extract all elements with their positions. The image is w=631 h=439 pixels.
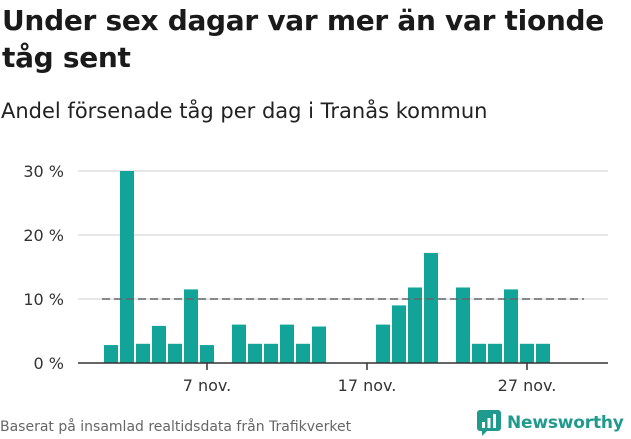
bar	[312, 326, 326, 363]
bar	[456, 287, 470, 363]
bar	[264, 343, 278, 363]
newsworthy-logo-text: Newsworthy	[507, 413, 624, 433]
bar-chart: 0 % 10 % 20 % 30 % 7 nov. 17 nov. 27 nov.	[23, 162, 608, 395]
bar	[248, 343, 262, 363]
chart-subtitle: Andel försenade tåg per dag i Tranås kom…	[1, 99, 488, 123]
bar	[136, 343, 150, 363]
bar	[168, 343, 182, 363]
bar	[536, 343, 550, 363]
y-tick-label: 30 %	[23, 162, 64, 181]
y-tick-label: 0 %	[34, 354, 64, 373]
x-tick-label: 7 nov.	[183, 376, 232, 395]
bar	[120, 171, 134, 363]
bar	[376, 324, 390, 363]
bar	[232, 324, 246, 363]
bar	[424, 252, 438, 363]
bar	[152, 325, 166, 363]
y-tick-label: 20 %	[23, 226, 64, 245]
newsworthy-logo[interactable]: Newsworthy	[476, 409, 624, 437]
y-tick-label: 10 %	[23, 290, 64, 309]
x-tick-label: 27 nov.	[498, 376, 557, 395]
newsworthy-logo-icon	[477, 410, 501, 436]
bar	[520, 343, 534, 363]
bar	[488, 343, 502, 363]
bar	[184, 289, 198, 363]
bar	[504, 289, 518, 363]
bar	[392, 305, 406, 363]
bars	[104, 171, 550, 363]
bar	[296, 343, 310, 363]
gridlines	[78, 170, 608, 300]
bar	[200, 345, 214, 363]
bar	[472, 343, 486, 363]
bar	[280, 324, 294, 363]
chart-title: Under sex dagar var mer än var tionde tå…	[2, 4, 604, 74]
source-footer: Baserat på insamlad realtidsdata från Tr…	[0, 419, 352, 435]
axes: 0 % 10 % 20 % 30 % 7 nov. 17 nov. 27 nov.	[23, 162, 608, 395]
x-tick-label: 17 nov.	[338, 376, 397, 395]
bar	[408, 287, 422, 363]
bar	[104, 345, 118, 363]
